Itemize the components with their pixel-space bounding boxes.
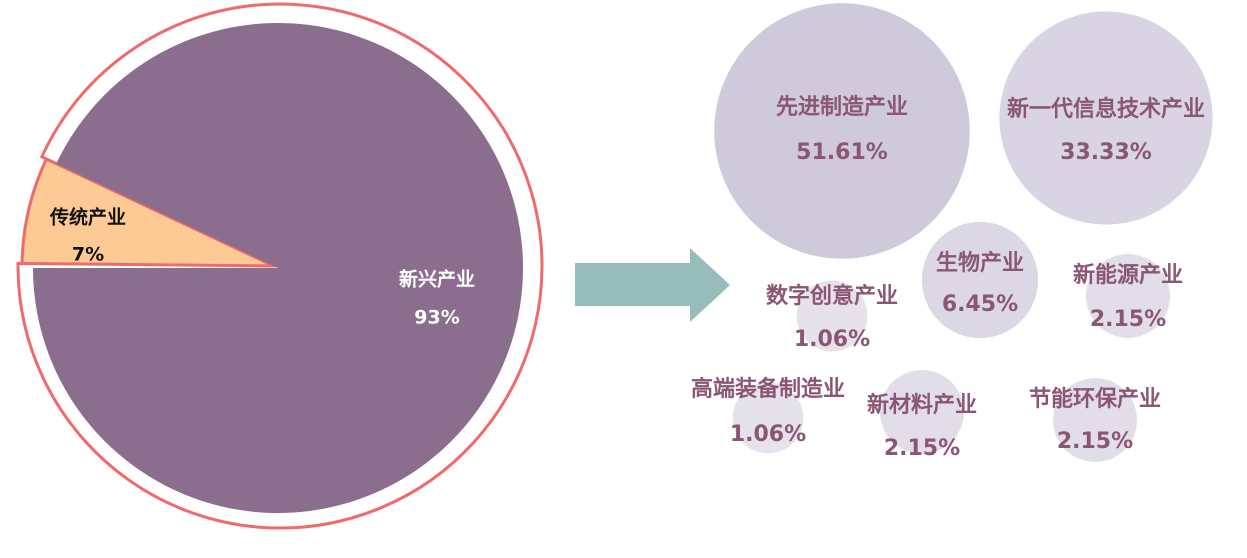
bubble (796, 280, 868, 352)
bubble-value-label: 6.45% (942, 292, 1018, 317)
bubble (999, 11, 1213, 225)
bubble (1053, 378, 1137, 462)
bubble-label: 新材料产业 (867, 392, 977, 418)
bubble (921, 221, 1039, 339)
bubble-value-label: 1.06% (794, 327, 870, 352)
bubble-label: 先进制造产业 (776, 95, 908, 120)
bubble (1086, 254, 1170, 338)
bubble-label: 高端装备制造业 (691, 376, 845, 402)
bubble (732, 382, 804, 454)
bubble-value-label: 51.61% (796, 140, 888, 165)
bubble (714, 3, 970, 259)
slice-label: 传统产业 (49, 206, 126, 229)
bubble-label: 数字创意产业 (766, 283, 898, 309)
bubble-value-label: 2.15% (1090, 307, 1166, 332)
bubble-value-label: 2.15% (1057, 429, 1133, 454)
arrow (575, 248, 730, 322)
pie-slice (33, 23, 523, 513)
bubble (880, 370, 964, 454)
slice-value-label: 7% (72, 244, 104, 266)
bubble-value-label: 33.33% (1060, 140, 1152, 165)
bubble-label: 新能源产业 (1073, 262, 1183, 288)
bubble-value-label: 1.06% (730, 422, 806, 447)
bubble-label: 生物产业 (936, 250, 1024, 276)
slice-label: 新兴产业 (399, 268, 475, 291)
bubble-label: 节能环保产业 (1029, 386, 1161, 412)
slice-value-label: 93% (414, 307, 459, 329)
bubble-label: 新一代信息技术产业 (1007, 96, 1205, 122)
bubble-value-label: 2.15% (884, 436, 960, 461)
